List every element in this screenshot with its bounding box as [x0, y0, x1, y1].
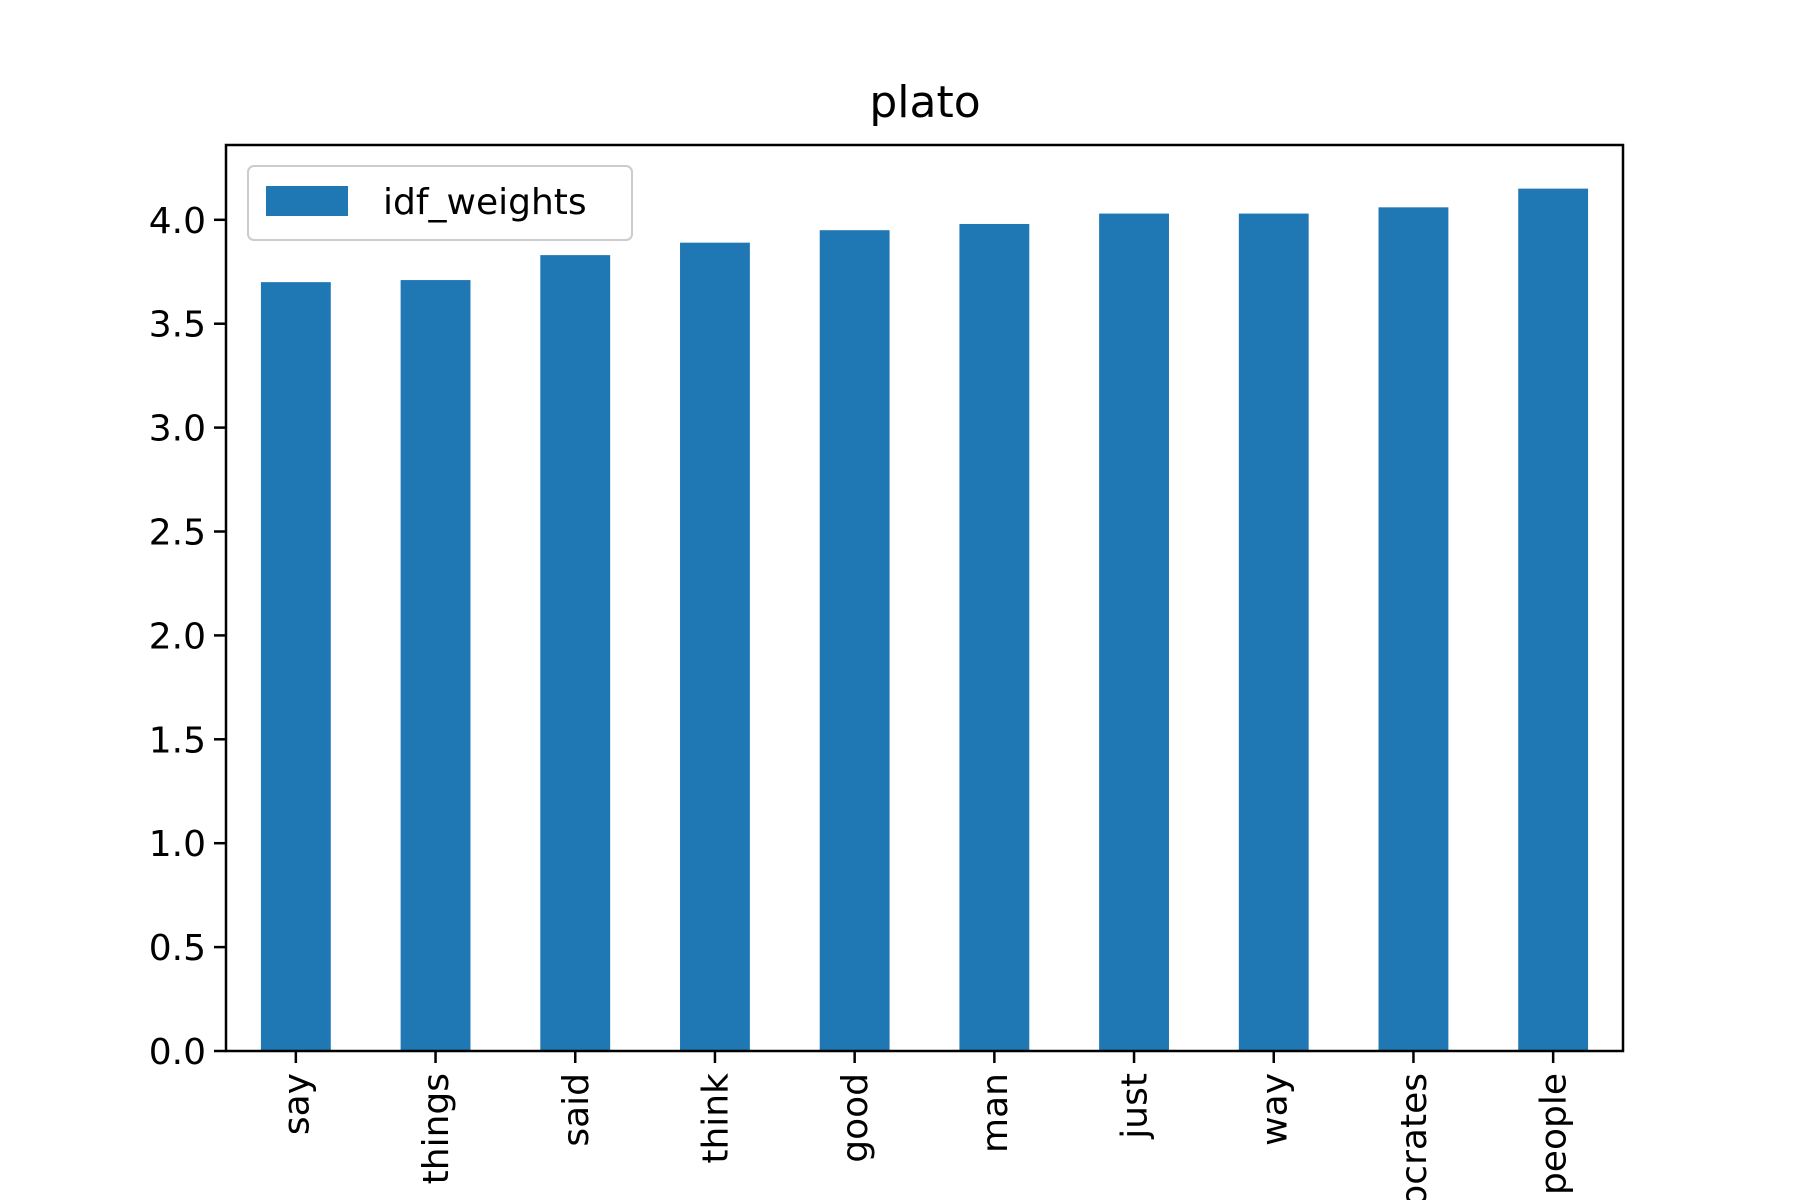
- y-tick-label: 4.0: [149, 201, 206, 242]
- legend: idf_weights: [247, 165, 633, 241]
- x-tick-label-man: man: [975, 1073, 1016, 1153]
- bar-socrates: [1378, 207, 1449, 1051]
- legend-box: [247, 165, 633, 241]
- bar-way: [1238, 213, 1309, 1052]
- x-tick-label-good: good: [835, 1073, 876, 1163]
- x-tick-label-just: just: [1115, 1073, 1156, 1140]
- y-tick-label: 2.0: [149, 616, 206, 657]
- y-tick-label: 0.5: [149, 928, 206, 969]
- x-tick-label-way: way: [1254, 1073, 1295, 1146]
- bar-things: [400, 280, 471, 1051]
- y-tick-label: 2.5: [149, 513, 206, 554]
- y-tick-label: 3.5: [149, 305, 206, 346]
- chart-title: plato: [869, 77, 980, 128]
- bar-say: [260, 282, 331, 1051]
- y-tick-label: 3.0: [149, 409, 206, 450]
- y-axis: 0.0 0.5 1.0 1.5 2.0 2.5 3.0 3.5 4.0: [149, 201, 226, 1073]
- bar-man: [959, 223, 1030, 1051]
- x-tick-label-socrates: socrates: [1394, 1073, 1435, 1200]
- x-axis: say things said think good man just way socrates…: [276, 1051, 1575, 1204]
- bar-think: [680, 242, 750, 1051]
- bar-people: [1518, 188, 1589, 1051]
- x-tick-label-say: say: [276, 1073, 317, 1135]
- y-tick-label: 1.0: [149, 824, 206, 865]
- x-tick-label-people: people: [1534, 1073, 1575, 1195]
- plot-frame: [224, 143, 1625, 1053]
- y-tick-label: 0.0: [149, 1032, 206, 1073]
- x-tick-label-things: things: [416, 1073, 457, 1184]
- y-tick-label: 1.5: [149, 720, 206, 761]
- bar-just: [1099, 213, 1169, 1052]
- bar-good: [819, 230, 890, 1051]
- bars-group: [260, 188, 1589, 1052]
- x-tick-label-think: think: [696, 1073, 737, 1164]
- x-tick-label-said: said: [556, 1073, 597, 1147]
- legend-swatch: [266, 186, 348, 216]
- bar-said: [540, 255, 611, 1051]
- legend-label: idf_weights: [383, 182, 587, 223]
